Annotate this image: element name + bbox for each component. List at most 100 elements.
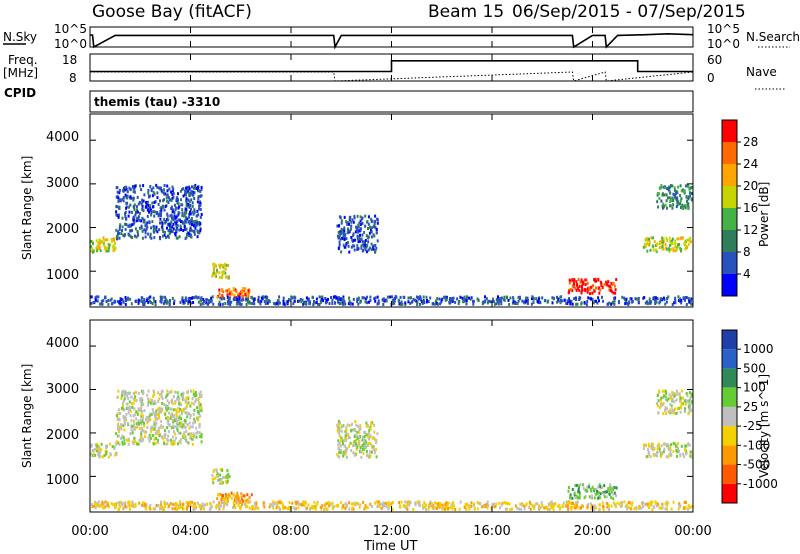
velocity-echo-cell bbox=[183, 437, 186, 440]
velocity-echo-cell bbox=[111, 445, 114, 449]
velocity-echo-cell bbox=[155, 429, 158, 433]
power-echo-cell bbox=[140, 202, 143, 206]
power-echo-cell bbox=[176, 201, 179, 205]
power-echo-cell bbox=[557, 299, 560, 303]
velocity-echo-cell bbox=[353, 502, 356, 506]
power-echo-cell bbox=[517, 296, 520, 299]
velocity-colorbar-ticklabel: 100 bbox=[743, 381, 766, 395]
velocity-echo-cell bbox=[665, 500, 668, 504]
velocity-echo-cell bbox=[307, 503, 310, 507]
power-echo-cell bbox=[294, 296, 297, 300]
power-echo-cell bbox=[359, 237, 362, 241]
power-echo-cell bbox=[108, 243, 111, 247]
velocity-echo-cell bbox=[155, 504, 158, 508]
velocity-echo-cell bbox=[589, 487, 592, 491]
velocity-echo-cell bbox=[658, 449, 661, 453]
velocity-echo-cell bbox=[220, 477, 223, 481]
power-echo-cell bbox=[551, 301, 554, 305]
velocity-echo-cell bbox=[378, 505, 381, 509]
power-echo-cell bbox=[226, 295, 229, 299]
velocity-echo-cell bbox=[528, 500, 531, 504]
power-echo-cell bbox=[674, 242, 677, 246]
power-echo-cell bbox=[150, 213, 153, 217]
power-echo-cell bbox=[339, 298, 342, 302]
power-echo-cell bbox=[220, 297, 223, 301]
power-echo-cell bbox=[621, 295, 624, 299]
power-echo-cell bbox=[222, 290, 225, 294]
velocity-echo-cell bbox=[601, 485, 604, 489]
velocity-echo-cell bbox=[409, 501, 412, 505]
velocity-echo-cell bbox=[355, 423, 358, 427]
power-echo-cell bbox=[669, 204, 672, 208]
velocity-echo-cell bbox=[514, 504, 517, 508]
velocity-echo-cell bbox=[125, 413, 128, 416]
power-echo-cell bbox=[162, 230, 165, 234]
velocity-echo-cell bbox=[567, 489, 570, 493]
velocity-echo-cell bbox=[577, 488, 580, 492]
velocity-echo-cell bbox=[301, 502, 304, 506]
power-echo-cell bbox=[375, 228, 378, 231]
power-echo-cell bbox=[689, 194, 691, 198]
power-echo-cell bbox=[298, 299, 301, 303]
velocity-echo-cell bbox=[127, 411, 130, 415]
velocity-echo-cell bbox=[387, 501, 390, 505]
velocity-echo-cell bbox=[117, 408, 120, 412]
power-echo-cell bbox=[241, 291, 244, 295]
velocity-echo-cell bbox=[355, 438, 358, 442]
power-echo-cell bbox=[369, 299, 372, 302]
power-echo-cell bbox=[239, 302, 241, 306]
velocity-echo-cell bbox=[365, 449, 368, 453]
power-echo-cell bbox=[145, 299, 148, 303]
power-echo-cell bbox=[191, 201, 194, 205]
velocity-echo-cell bbox=[351, 428, 354, 432]
power-echo-cell bbox=[673, 195, 676, 199]
velocity-echo-cell bbox=[180, 422, 183, 426]
power-echo-cell bbox=[595, 279, 597, 283]
velocity-echo-cell bbox=[675, 454, 678, 458]
power-echo-cell bbox=[658, 301, 661, 305]
velocity-echo-cell bbox=[670, 453, 673, 457]
power-echo-cell bbox=[495, 302, 498, 306]
power-echo-cell bbox=[596, 301, 599, 305]
velocity-echo-cell bbox=[446, 504, 449, 508]
velocity-echo-cell bbox=[115, 452, 118, 456]
velocity-echo-cell bbox=[165, 406, 168, 410]
power-echo-cell bbox=[655, 296, 658, 300]
velocity-echo-cell bbox=[344, 451, 347, 455]
power-echo-cell bbox=[118, 300, 121, 304]
power-echo-cell bbox=[174, 208, 177, 212]
power-colorbar-ticklabel: 16 bbox=[743, 201, 758, 215]
velocity-echo-cell bbox=[179, 502, 182, 506]
power-echo-cell bbox=[514, 301, 517, 305]
velocity-echo-cell bbox=[571, 488, 574, 491]
power-echo-cell bbox=[656, 242, 658, 246]
velocity-echo-cell bbox=[123, 392, 126, 396]
velocity-echo-cell bbox=[180, 417, 183, 421]
power-echo-cell bbox=[660, 199, 663, 203]
velocity-echo-cell bbox=[236, 500, 238, 504]
velocity-echo-cell bbox=[221, 481, 224, 485]
velocity-echo-cell bbox=[663, 442, 666, 446]
power-echo-cell bbox=[354, 230, 357, 234]
velocity-echo-cell bbox=[375, 500, 378, 504]
power-echo-cell bbox=[185, 189, 188, 192]
velocity-echo-cell bbox=[343, 439, 346, 443]
velocity-echo-cell bbox=[666, 443, 669, 447]
nsky-label: N.Sky bbox=[3, 30, 37, 44]
velocity-echo-cell bbox=[193, 420, 196, 424]
power-echo-cell bbox=[163, 300, 166, 303]
freq-unit-label: [MHz] bbox=[3, 66, 38, 80]
power-echo-cell bbox=[671, 242, 674, 245]
velocity-echo-cell bbox=[149, 504, 152, 507]
power-echo-cell bbox=[665, 300, 668, 304]
power-echo-cell bbox=[168, 232, 171, 236]
velocity-echo-cell bbox=[569, 501, 572, 505]
velocity-echo-cell bbox=[362, 435, 364, 439]
power-echo-cell bbox=[199, 227, 202, 231]
velocity-echo-cell bbox=[574, 496, 577, 500]
power-echo-cell bbox=[367, 248, 370, 252]
xlabel: Time UT bbox=[363, 539, 417, 554]
power-echo-cell bbox=[173, 214, 176, 218]
power-echo-cell bbox=[258, 300, 261, 304]
power-echo-cell bbox=[679, 202, 682, 206]
